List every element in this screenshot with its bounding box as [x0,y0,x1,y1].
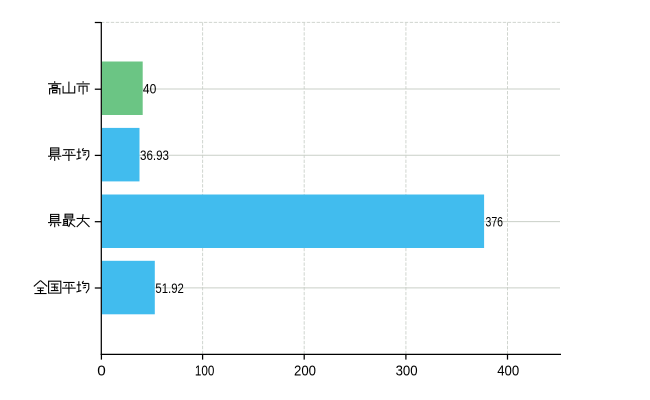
svg-text:40: 40 [143,81,157,97]
svg-text:300: 300 [396,363,418,380]
svg-text:36.93: 36.93 [140,147,169,163]
svg-text:376: 376 [486,214,504,230]
svg-text:0: 0 [97,363,106,380]
svg-text:200: 200 [294,363,316,380]
svg-text:51.92: 51.92 [155,280,184,296]
svg-text:100: 100 [195,363,215,380]
svg-text:400: 400 [497,363,519,380]
